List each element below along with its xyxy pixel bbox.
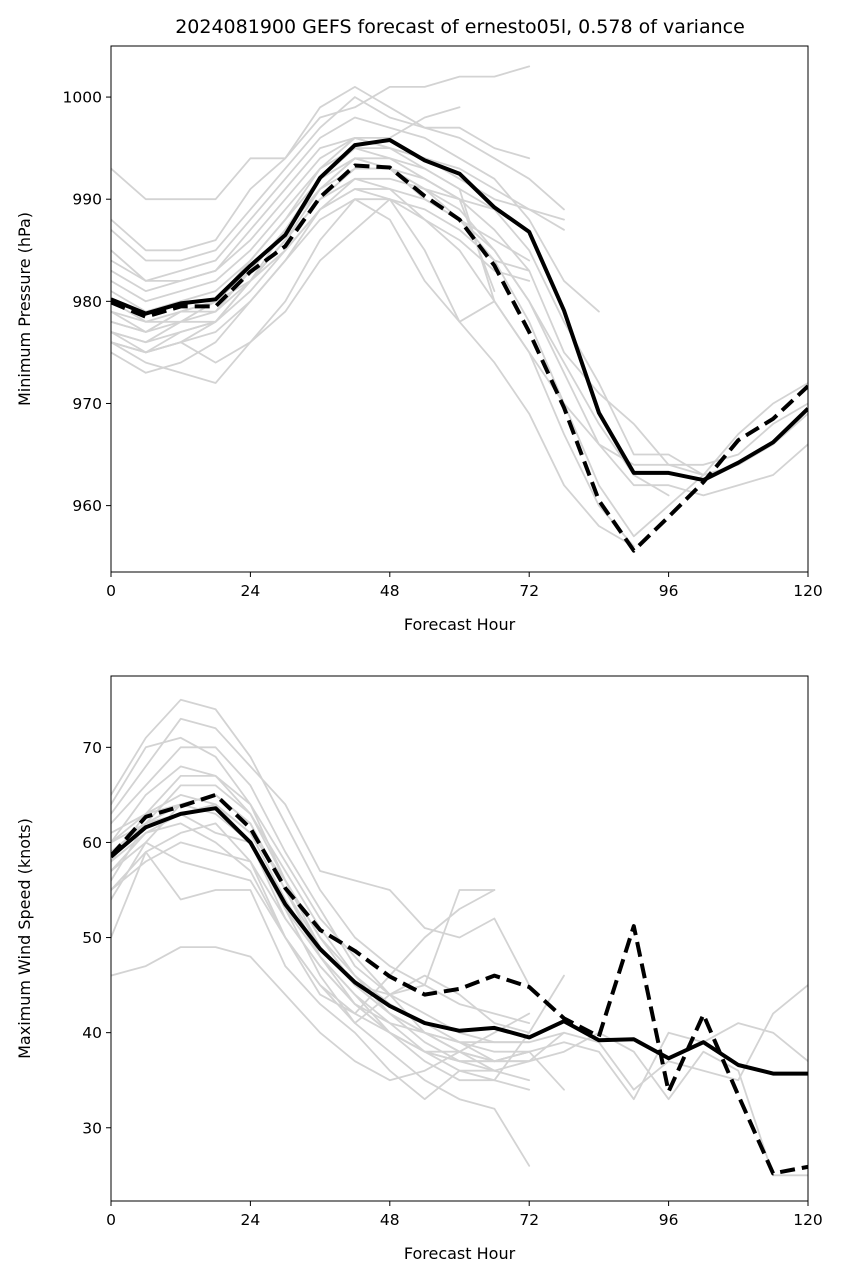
wind-y-tick-label-50: 50 [82,929,102,947]
pressure-x-tick-label-96: 96 [659,582,679,600]
pressure-x-tick-label-72: 72 [519,582,539,600]
pressure-y-tick-label-990: 990 [72,191,102,209]
pressure-member-line-2 [111,65,531,252]
wind-x-tick-label-48: 48 [380,1211,400,1229]
wind-y-tick-label-30: 30 [82,1119,102,1137]
pressure-solid-series-line [111,138,808,483]
wind-panel: 0 24 48 72 96 120 30 40 50 60 70 Forecast Hour Maxim… [15,675,823,1263]
pressure-y-tick-label-970: 970 [72,395,102,413]
wind-x-tick-label-0: 0 [106,1211,116,1229]
wind-solid-series-line [111,806,808,1076]
wind-plot-area [111,698,808,1177]
wind-dashed-series-line [111,792,808,1176]
pressure-plot-area [111,65,808,553]
pressure-y-tick-label-1000: 1000 [63,89,102,107]
wind-y-tick-label-40: 40 [82,1024,102,1042]
wind-x-tick-label-72: 72 [519,1211,539,1229]
pressure-panel: 0 24 48 72 96 120 960 970 980 990 1000 Forecast Hou… [15,45,823,634]
pressure-x-tick-label-0: 0 [106,582,116,600]
pressure-member-line-21 [111,198,705,476]
pressure-x-tick-label-24: 24 [241,582,261,600]
pressure-member-line-7 [111,147,565,303]
wind-member-line-15 [111,851,496,1101]
wind-member-line-10 [111,717,531,986]
wind-y-tick-label-60: 60 [82,834,102,852]
pressure-member-line-20 [111,198,635,548]
wind-x-tick-label-96: 96 [659,1211,679,1229]
pressure-axes-frame [110,45,809,573]
pressure-dashed-series-line [111,163,808,553]
pressure-y-tick-label-980: 980 [72,293,102,311]
wind-y-axis-label: Maximum Wind Speed (knots) [15,818,34,1059]
chart-title: 2024081900 GEFS forecast of ernesto05l, … [175,16,745,38]
wind-y-tick-label-70: 70 [82,739,102,757]
pressure-x-axis-label: Forecast Hour [404,615,516,634]
pressure-member-line-1 [111,86,531,201]
wind-x-tick-label-120: 120 [793,1211,823,1229]
pressure-y-axis-label: Minimum Pressure (hPa) [15,212,34,406]
pressure-member-line-16 [111,147,808,466]
wind-member-line-12 [111,813,565,1082]
pressure-x-tick-label-120: 120 [793,582,823,600]
pressure-member-line-3 [111,96,565,262]
pressure-x-tick-label-48: 48 [380,582,400,600]
pressure-member-line-5 [111,106,461,282]
wind-x-tick-label-24: 24 [241,1211,261,1229]
pressure-member-line-6 [111,136,565,293]
wind-member-line-9 [111,698,531,1024]
wind-axes-frame [110,675,809,1202]
wind-member-line-16 [111,822,496,1015]
wind-x-axis-label: Forecast Hour [404,1244,516,1263]
pressure-y-tick-label-960: 960 [72,497,102,515]
